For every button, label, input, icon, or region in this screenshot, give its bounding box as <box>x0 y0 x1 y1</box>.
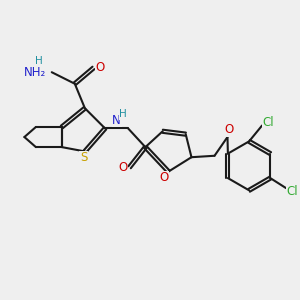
Text: H: H <box>119 109 127 119</box>
Text: O: O <box>118 161 128 174</box>
Text: N: N <box>112 114 121 127</box>
Text: S: S <box>80 151 87 164</box>
Text: O: O <box>224 123 233 136</box>
Text: Cl: Cl <box>262 116 274 129</box>
Text: O: O <box>160 171 169 184</box>
Text: NH₂: NH₂ <box>24 66 46 79</box>
Text: H: H <box>35 56 43 66</box>
Text: O: O <box>95 61 104 74</box>
Text: Cl: Cl <box>287 185 298 198</box>
